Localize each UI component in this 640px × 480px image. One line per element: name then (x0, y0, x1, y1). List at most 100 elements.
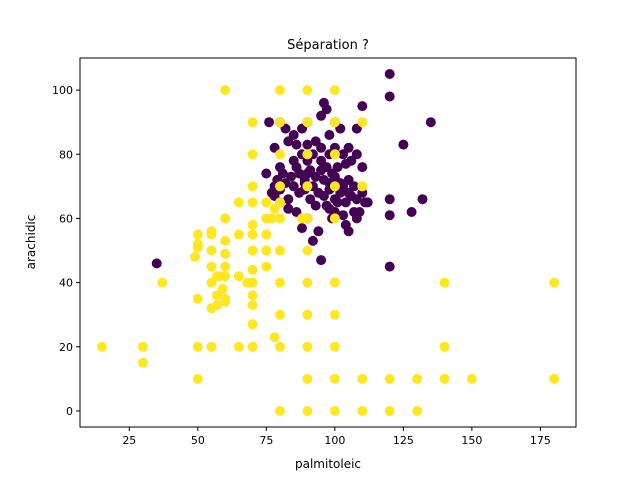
data-point-class_1 (329, 213, 340, 224)
data-point-class_0 (417, 194, 428, 205)
data-point-class_1 (261, 245, 272, 256)
data-point-class_1 (247, 149, 258, 160)
data-point-class_1 (275, 213, 285, 224)
data-point-class_0 (321, 104, 332, 115)
data-point-class_0 (425, 117, 436, 128)
data-point-class_0 (384, 210, 395, 221)
x-axis-label: palmitoleic (295, 457, 361, 471)
data-point-class_1 (439, 277, 450, 288)
data-point-class_0 (261, 168, 272, 179)
data-point-class_1 (275, 406, 285, 416)
data-point-class_1 (329, 181, 340, 192)
data-point-class_1 (439, 341, 450, 352)
data-point-class_1 (261, 197, 272, 208)
data-point-class_1 (302, 149, 313, 160)
data-point-class_1 (439, 373, 450, 384)
data-point-class_0 (151, 258, 162, 269)
data-point-class_0 (283, 136, 294, 147)
data-point-class_0 (406, 207, 417, 217)
x-tick-label: 75 (259, 434, 273, 447)
data-point-class_1 (247, 341, 258, 352)
data-point-class_0 (302, 139, 313, 150)
data-point-class_1 (247, 197, 258, 208)
data-point-class_1 (220, 213, 231, 224)
data-point-class_1 (412, 406, 423, 416)
data-point-class_0 (310, 200, 321, 211)
data-point-class_1 (329, 117, 340, 128)
data-point-class_1 (247, 229, 258, 240)
data-point-class_1 (233, 341, 244, 352)
data-point-class_1 (357, 373, 368, 384)
data-point-class_1 (384, 406, 395, 416)
y-tick-label: 0 (66, 405, 73, 418)
data-point-class_0 (349, 181, 359, 192)
data-point-class_1 (247, 264, 258, 275)
data-point-class_1 (247, 290, 258, 301)
data-point-class_0 (316, 165, 327, 176)
points-layer (96, 69, 560, 416)
data-point-class_1 (247, 219, 258, 230)
data-point-class_1 (206, 341, 217, 352)
data-point-class_1 (157, 277, 168, 288)
data-point-class_0 (283, 194, 294, 205)
data-point-class_1 (329, 373, 340, 384)
data-point-class_0 (332, 197, 343, 208)
data-point-class_1 (412, 373, 423, 384)
data-point-class_1 (233, 271, 244, 282)
data-point-class_1 (261, 229, 272, 240)
data-point-class_1 (192, 373, 203, 384)
data-point-class_1 (212, 300, 222, 311)
data-point-class_0 (316, 255, 327, 266)
data-point-class_0 (316, 142, 327, 153)
data-point-class_0 (351, 149, 362, 160)
data-point-class_1 (247, 300, 258, 311)
y-tick-label: 60 (59, 212, 73, 225)
data-point-class_1 (247, 319, 258, 330)
data-point-class_0 (357, 101, 368, 112)
data-point-class_1 (275, 117, 285, 128)
data-point-class_1 (302, 341, 313, 352)
data-point-class_1 (302, 181, 313, 192)
data-point-class_0 (291, 162, 302, 173)
data-point-class_0 (297, 223, 307, 234)
data-point-class_1 (233, 229, 244, 240)
data-point-class_1 (357, 181, 368, 192)
data-point-class_0 (354, 207, 365, 217)
data-point-class_1 (329, 149, 340, 160)
data-point-class_1 (302, 373, 313, 384)
data-point-class_1 (357, 117, 368, 128)
data-point-class_0 (340, 158, 351, 169)
data-point-class_1 (206, 261, 217, 272)
data-point-class_1 (138, 341, 148, 352)
data-point-class_1 (261, 261, 272, 272)
y-axis-label: arachidic (24, 215, 38, 270)
data-point-class_0 (291, 139, 302, 150)
y-tick-label: 40 (59, 277, 73, 290)
data-point-class_0 (324, 130, 335, 140)
data-point-class_1 (220, 271, 231, 282)
data-point-class_0 (264, 117, 275, 128)
data-point-class_0 (313, 226, 324, 237)
chart-title: Séparation ? (287, 38, 369, 53)
y-tick-label: 80 (59, 148, 73, 161)
data-point-class_1 (96, 341, 107, 352)
data-point-class_1 (275, 85, 285, 96)
data-point-class_1 (247, 277, 258, 288)
data-point-class_1 (275, 309, 285, 320)
data-point-class_0 (384, 69, 395, 79)
data-point-class_1 (549, 277, 560, 288)
data-point-class_0 (384, 261, 395, 272)
data-point-class_0 (357, 162, 368, 173)
data-point-class_0 (362, 197, 373, 208)
data-point-class_0 (302, 168, 313, 179)
data-point-class_0 (266, 187, 277, 198)
data-point-class_1 (192, 239, 203, 250)
data-point-class_1 (302, 277, 313, 288)
y-tick-label: 100 (52, 84, 73, 97)
data-point-class_1 (275, 341, 285, 352)
data-point-class_0 (384, 194, 395, 205)
data-point-class_1 (302, 309, 313, 320)
data-point-class_1 (217, 284, 228, 294)
x-tick-label: 125 (393, 434, 414, 447)
data-point-class_0 (384, 91, 395, 102)
